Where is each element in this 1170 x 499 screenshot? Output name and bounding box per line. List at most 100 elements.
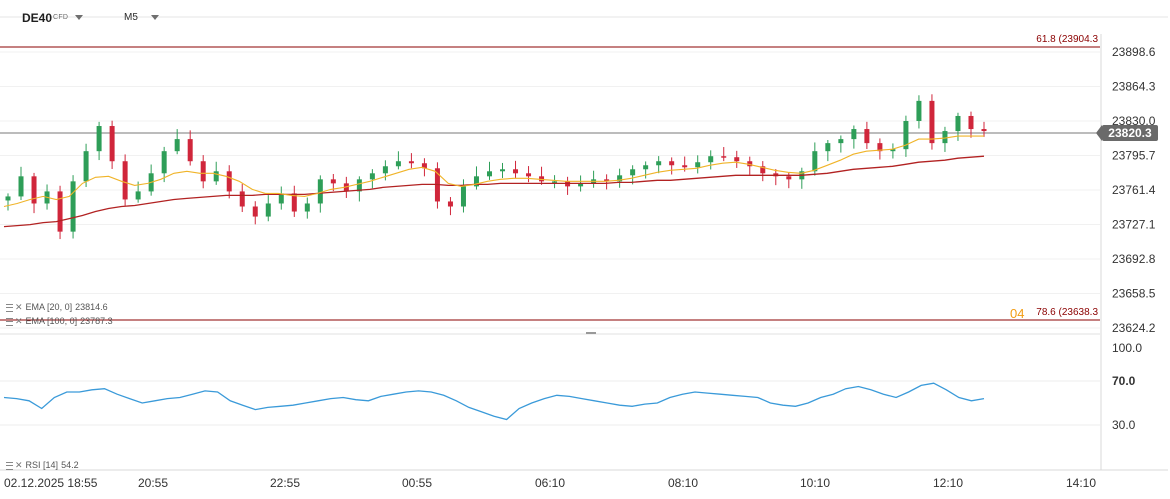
time-tick-label: 14:10 [1066,476,1096,490]
candle-body [578,183,584,187]
close-icon[interactable]: ✕ [15,316,23,326]
candle-body [864,129,870,144]
settings-icon[interactable] [6,461,13,470]
candle-body [278,193,284,204]
ema100-legend-value: 23787.3 [80,316,113,326]
candle-body [187,139,193,162]
rsi-line [3,382,985,421]
time-tick-label: 02.12.2025 18:55 [4,476,98,490]
price-tick-label: 23624.2 [1112,321,1156,335]
candle-body [526,173,532,177]
candle-body [955,115,961,132]
candle-body [70,181,76,232]
candle-body [213,171,219,182]
candle-body [942,131,948,144]
candle-body [473,176,479,187]
candle-body [500,169,506,172]
candle-body [57,191,63,232]
timeframe-dropdown-caret-icon[interactable] [151,15,159,20]
candle-body [604,179,610,182]
candle-body [929,100,935,144]
candle-body [643,165,649,170]
fibonacci-levels: 61.8 (23904.3 78.6 (23638.3 [0,34,1100,321]
candle-body [460,186,466,207]
candle-body [135,191,141,200]
candle-body [447,201,453,207]
rsi-legend: ✕ RSI [14] 54.2 [6,460,79,471]
candle-body [343,183,349,192]
candle-body [239,191,245,207]
candle-body [890,149,896,152]
rsi-tick-label: 100.0 [1112,341,1142,355]
time-tick-label: 06:10 [535,476,565,490]
rsi-legend-value: 54.2 [61,460,79,470]
candle-body [877,143,883,152]
ema100-legend: ✕ EMA [100, 0] 23787.3 [6,316,113,327]
candle-body [486,171,492,177]
candle-body [174,139,180,152]
time-axis[interactable]: 02.12.2025 18:55 20:55 22:55 00:55 06:10 08:1… [4,476,1096,490]
candle-body [851,129,857,140]
candle-body [656,161,662,166]
candle-body [539,176,545,182]
candle-body [695,162,701,168]
chart-toolbar: DE40 CFD M5 [0,0,1170,34]
close-icon[interactable]: ✕ [15,460,23,470]
candle-body [981,129,987,132]
price-tick-label: 23864.3 [1112,80,1156,94]
candle-body [968,115,974,130]
time-tick-label: 20:55 [138,476,168,490]
candle-body [617,175,623,182]
ema20-line [3,135,984,208]
ema20-legend-label: EMA [20, 0] [25,302,73,312]
settings-icon[interactable] [6,303,13,312]
ema100-line [3,155,985,228]
candle-body [317,179,323,204]
candle-body [200,161,206,182]
timeframe-label[interactable]: M5 [124,12,138,23]
time-tick-label: 10:10 [800,476,830,490]
ema100-legend-label: EMA [100, 0] [25,316,78,326]
settings-icon[interactable] [6,317,13,326]
fib-level-label: 61.8 (23904.3 [1036,34,1098,45]
candle-body [825,143,831,152]
price-axis[interactable]: 23898.6 23864.3 23830.0 23795.7 23761.4 23727… [1112,45,1156,432]
candle-body [122,161,128,200]
time-tick-label: 12:10 [933,476,963,490]
symbol-type: CFD [53,14,69,21]
candle-body [760,166,766,174]
candle-body [31,176,37,204]
candle-body [552,181,558,183]
candle-body [369,173,375,180]
panel-resize-handle[interactable] [586,332,596,334]
ema20-legend: ✕ EMA [20, 0] 23814.6 [6,302,108,313]
fib-level-label: 78.6 (23638.3 [1036,307,1098,318]
candle-body [226,171,232,192]
candle-body [421,163,427,169]
price-tick-label: 23692.8 [1112,252,1156,266]
current-price-badge: 23820.3 [1096,125,1158,141]
rsi-tick-label: 30.0 [1112,418,1136,432]
candle-body [161,151,167,174]
price-tick-label: 23658.5 [1112,287,1156,301]
candle-body [786,176,792,180]
rsi-panel [0,380,1100,426]
symbol-dropdown-caret-icon[interactable] [75,15,83,20]
ema20-legend-value: 23814.6 [75,302,108,312]
candle-body [708,156,714,163]
time-tick-label: 00:55 [402,476,432,490]
close-icon[interactable]: ✕ [15,302,23,312]
candle-body [382,166,388,174]
candle-body [903,121,909,150]
price-tick-label: 23830.0 [1112,114,1156,128]
candle-body [838,139,844,144]
candle-body [721,156,727,158]
candle-body [747,161,753,167]
candle-body [18,176,24,197]
symbol-name[interactable]: DE40 [22,11,53,25]
ema-lines [3,135,985,228]
candle-body [252,206,258,217]
